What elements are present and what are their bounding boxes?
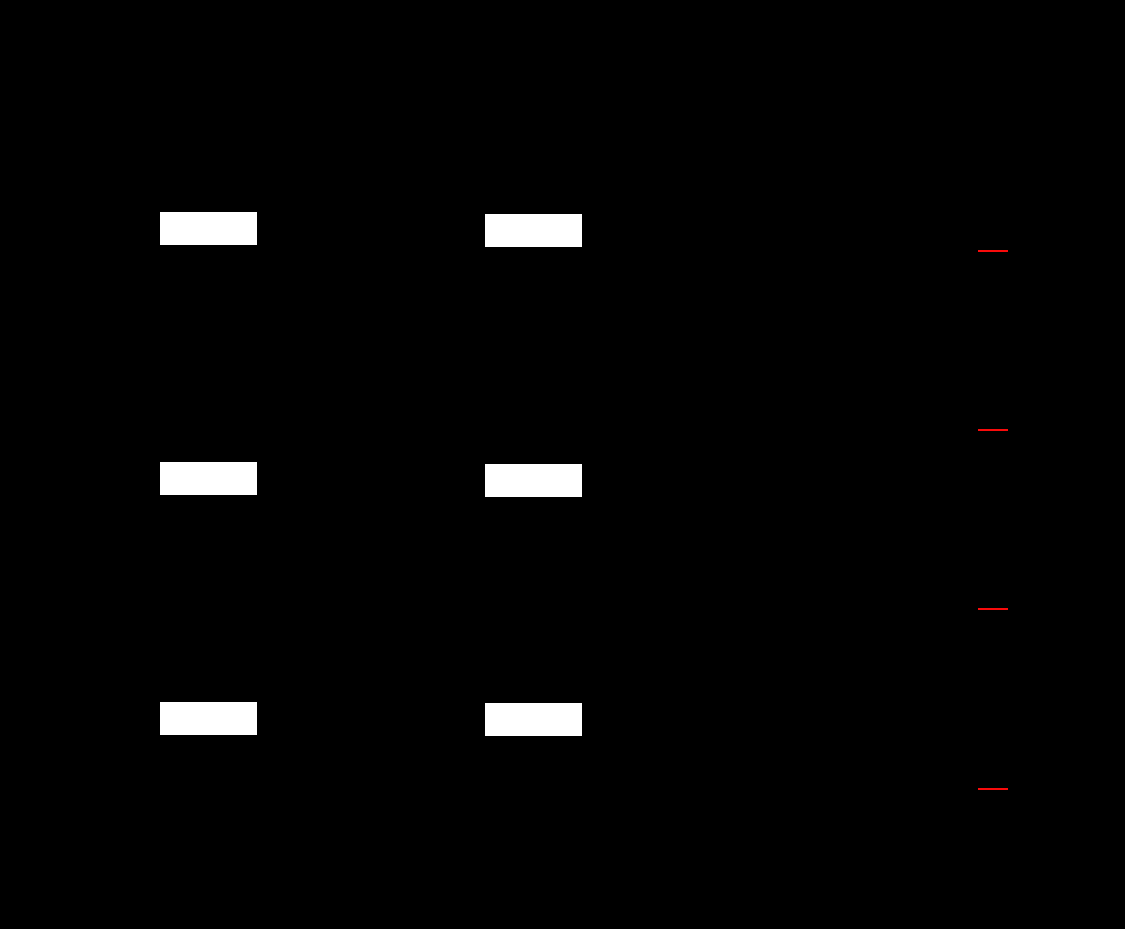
spectrum-panel-4 <box>705 740 1108 860</box>
beam-focus-cone <box>912 60 937 80</box>
lens-icon <box>866 33 880 107</box>
series-marker-triangle <box>719 410 735 425</box>
wavelength-label-box <box>158 700 259 737</box>
laser-icon <box>46 44 104 94</box>
spectrum-curve <box>705 565 1108 685</box>
spectrum-panel-2 <box>705 385 1108 505</box>
lens-icon <box>687 33 701 107</box>
wavelength-label-box <box>158 210 259 247</box>
series-marker-diamond <box>718 589 736 607</box>
lens-icon <box>175 33 189 107</box>
heatmap-panel-1515nm <box>64 450 264 623</box>
waveplate-icon <box>306 32 311 108</box>
colorbar <box>278 238 287 350</box>
lens-icon <box>349 33 363 107</box>
legend-key-line <box>978 608 1008 611</box>
beam-segment <box>311 57 350 83</box>
series-marker-circle <box>720 232 736 248</box>
beam-focus-cone <box>363 57 400 83</box>
colorbar <box>278 723 287 837</box>
lens-icon <box>937 34 951 106</box>
heatmap-panel-1520nm <box>64 205 264 377</box>
wavelength-label-box <box>483 701 584 738</box>
beam-focus-cone <box>505 62 551 78</box>
spectrum-curve <box>705 740 1108 860</box>
objective-icon <box>588 43 656 94</box>
legend-key-line <box>978 250 1008 253</box>
band-panel-1480nm <box>387 448 590 622</box>
lens-icon <box>255 33 269 107</box>
beam-focus-cone <box>880 57 912 83</box>
filter-plate-icon <box>809 32 814 108</box>
lens-icon <box>768 33 782 107</box>
beam-focus-cone <box>400 61 425 79</box>
beam-segment <box>951 60 971 80</box>
camera-icon <box>971 43 1037 94</box>
heatmap-panel-1510nm <box>64 695 264 865</box>
spectrum-panel-3 <box>705 565 1108 685</box>
band-panel-1475nm <box>387 692 590 865</box>
sample-icon <box>553 22 562 118</box>
wavelength-label-box <box>158 460 259 497</box>
beam-segment <box>782 57 809 83</box>
objective-icon <box>425 43 505 94</box>
beam-focus-cone <box>701 57 735 83</box>
spectrum-curve <box>705 385 1108 505</box>
beam-segment <box>269 57 306 83</box>
colorbar <box>278 480 287 593</box>
legend-key-line <box>978 429 1008 432</box>
spectrum-curve <box>705 205 1108 325</box>
beam-segment <box>814 57 866 83</box>
band-panel-1485nm <box>387 205 590 378</box>
beam-focus-cone <box>564 61 588 79</box>
beam-segment <box>103 57 176 83</box>
spectrum-panel-1 <box>705 205 1108 325</box>
beam-focus-cone <box>735 57 768 83</box>
wavelength-label-box <box>483 212 584 249</box>
legend-key-line <box>978 788 1008 791</box>
series-marker-star <box>717 767 739 788</box>
beam-focus-cone <box>218 57 255 83</box>
beam-focus-cone <box>189 57 218 83</box>
beam-segment <box>656 57 687 83</box>
wavelength-label-box <box>483 462 584 499</box>
laser-beam-path <box>103 57 971 83</box>
optical-setup-schematic <box>46 22 1037 118</box>
